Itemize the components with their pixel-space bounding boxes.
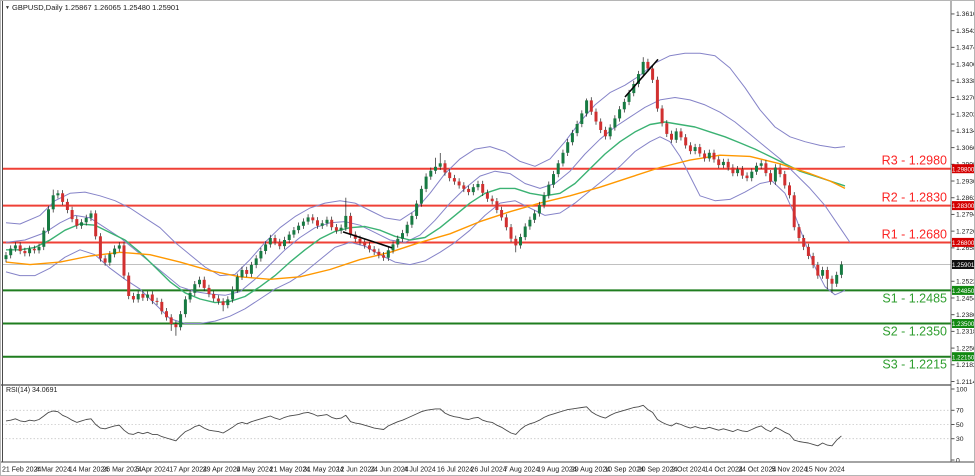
date-label: 20 Sep 2024 bbox=[638, 467, 678, 474]
chart-title: ▼ GBPUSD,Daily 1.25867 1.26065 1.25480 1… bbox=[5, 3, 179, 12]
date-label: 5 Apr 2024 bbox=[136, 467, 170, 474]
y-tick-label: 1.23860 bbox=[956, 312, 975, 319]
candles-group bbox=[4, 57, 843, 336]
resistance-badge-r2-text: 1.28300 bbox=[952, 203, 975, 210]
support-badge-s3 bbox=[952, 352, 975, 362]
y-tick-label: 1.21140 bbox=[956, 379, 975, 386]
rsi-tick-label: 100 bbox=[956, 386, 968, 393]
resistance-label-r2: R2 - 1.2830 bbox=[882, 191, 947, 205]
date-label: 9 May 2024 bbox=[236, 467, 273, 474]
bollinger-middle-band bbox=[5, 97, 851, 296]
support-badge-s2-text: 1.23500 bbox=[952, 321, 975, 328]
rsi-tick-label: 50 bbox=[956, 422, 964, 429]
y-tick-label: 1.24540 bbox=[956, 295, 975, 302]
date-label: 29 Apr 2024 bbox=[203, 467, 241, 474]
ohlc-values: 1.25867 1.26065 1.25480 1.25901 bbox=[64, 3, 180, 12]
date-label: 19 Aug 2024 bbox=[537, 467, 576, 474]
moving-average-fast bbox=[6, 121, 846, 304]
y-tick-label: 1.27940 bbox=[956, 212, 975, 219]
resistance-label-r1: R1 - 1.2680 bbox=[882, 227, 947, 241]
y-tick-label: 1.28620 bbox=[956, 195, 975, 202]
date-label: 24 Jun 2024 bbox=[370, 467, 409, 474]
bollinger-upper-band bbox=[5, 52, 846, 277]
date-label: 17 Apr 2024 bbox=[169, 467, 207, 474]
date-label: 12 Jun 2024 bbox=[337, 467, 376, 474]
support-label-s1: S1 - 1.2485 bbox=[882, 291, 947, 305]
support-label-s3: S3 - 1.2215 bbox=[882, 358, 947, 372]
resistance-label-r3: R3 - 1.2980 bbox=[882, 154, 947, 168]
resistance-badge-r3-text: 1.29800 bbox=[952, 166, 975, 173]
date-label: 24 Oct 2024 bbox=[738, 467, 776, 474]
support-badge-s2 bbox=[952, 319, 975, 328]
bollinger-lower-band bbox=[5, 136, 846, 324]
date-label: 16 Jul 2024 bbox=[437, 467, 473, 474]
y-tick-label: 1.29300 bbox=[956, 178, 975, 185]
date-label: 2 Oct 2024 bbox=[671, 467, 705, 474]
y-tick-label: 1.34740 bbox=[956, 45, 975, 52]
rsi-tick-label: 30 bbox=[956, 436, 964, 443]
y-tick-label: 1.23180 bbox=[956, 329, 975, 336]
rsi-indicator-label: RSI(14) 34.0691 bbox=[6, 387, 58, 394]
y-tick-label: 1.32700 bbox=[956, 95, 975, 102]
date-label: 15 Nov 2024 bbox=[805, 467, 845, 474]
y-tick-label: 1.32020 bbox=[956, 111, 975, 118]
y-tick-label: 1.33380 bbox=[956, 78, 975, 85]
y-tick-label: 1.27260 bbox=[956, 228, 975, 235]
current-price-badge bbox=[952, 260, 975, 269]
trendline-2[interactable] bbox=[624, 58, 659, 98]
moving-average-slow bbox=[5, 154, 846, 280]
date-label: 5 Nov 2024 bbox=[772, 467, 808, 474]
y-tick-label: 1.26580 bbox=[956, 245, 975, 252]
y-tick-label: 1.36100 bbox=[956, 11, 975, 18]
symbol-period-label: GBPUSD,Daily bbox=[12, 3, 63, 12]
date-label: 29 Aug 2024 bbox=[571, 467, 610, 474]
resistance-badge-r1 bbox=[952, 237, 975, 247]
support-badge-s1-text: 1.24850 bbox=[952, 288, 975, 295]
date-label: 21 Feb 2024 bbox=[2, 467, 41, 474]
rsi-tick-label: 0 bbox=[956, 457, 960, 464]
current-price-badge-text: 1.25901 bbox=[952, 262, 975, 269]
y-tick-label: 1.34060 bbox=[956, 61, 975, 68]
date-label: 31 May 2024 bbox=[303, 467, 344, 474]
date-label: 4 Jul 2024 bbox=[404, 467, 436, 474]
trendline-1[interactable] bbox=[342, 231, 393, 249]
rsi-tick-label: 70 bbox=[956, 408, 964, 415]
support-label-s2: S2 - 1.2350 bbox=[882, 325, 947, 339]
date-label: 14 Oct 2024 bbox=[705, 467, 743, 474]
y-tick-label: 1.22500 bbox=[956, 345, 975, 352]
date-label: 4 Mar 2024 bbox=[35, 467, 71, 474]
resistance-badge-r3 bbox=[952, 164, 975, 174]
rsi-line bbox=[5, 404, 842, 447]
y-tick-label: 1.31340 bbox=[956, 128, 975, 135]
date-label: 7 Aug 2024 bbox=[504, 467, 540, 474]
symbol-marker-icon: ▼ bbox=[5, 5, 10, 11]
date-label: 26 Jul 2024 bbox=[470, 467, 506, 474]
y-tick-label: 1.21820 bbox=[956, 362, 975, 369]
date-label: 10 Sep 2024 bbox=[604, 467, 644, 474]
support-badge-s3-text: 1.22150 bbox=[952, 354, 975, 361]
y-tick-label: 1.30660 bbox=[956, 145, 975, 152]
y-tick-label: 1.35420 bbox=[956, 28, 975, 35]
resistance-badge-r2 bbox=[952, 201, 975, 211]
date-label: 14 Mar 2024 bbox=[69, 467, 108, 474]
y-tick-label: 1.25220 bbox=[956, 279, 975, 286]
support-badge-s1 bbox=[952, 285, 975, 295]
date-label: 21 May 2024 bbox=[270, 467, 311, 474]
date-label: 26 Mar 2024 bbox=[102, 467, 141, 474]
resistance-badge-r1-text: 1.26800 bbox=[952, 240, 975, 247]
